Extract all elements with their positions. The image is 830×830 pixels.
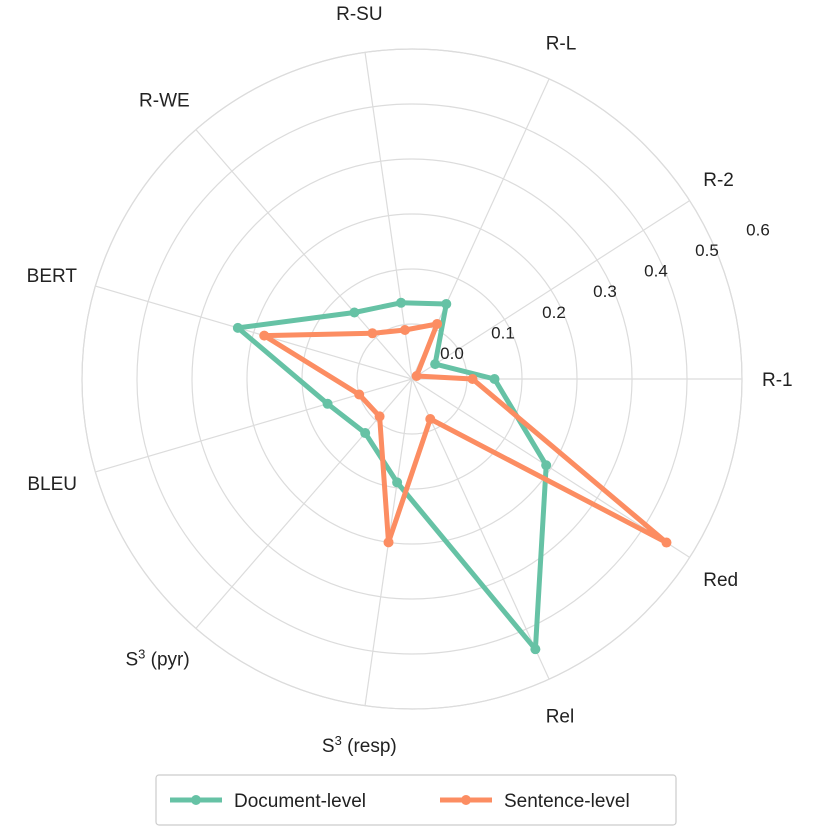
spoke-rel [411, 378, 550, 680]
spoke-r-su [364, 52, 413, 380]
point-sentence-level-s3-resp [383, 537, 394, 548]
grid [81, 48, 743, 710]
axis-label-s3-pyr: S3 (pyr) [125, 646, 189, 671]
point-document-level-r-we [349, 307, 360, 318]
axis-labels: R-1 R-2 R-L R-SU R-WE BERT BLEU S3 (pyr) S3 (res… [27, 4, 793, 757]
point-sentence-level-bert [259, 330, 270, 341]
series [232, 297, 672, 655]
axis-label-rel: Rel [546, 707, 575, 728]
spoke-r-2 [411, 200, 690, 380]
point-sentence-level-r-1 [467, 374, 478, 384]
axis-label-r-l: R-L [546, 33, 577, 54]
legend-marker-document-level [191, 795, 201, 805]
tick-label-0-4: 0.4 [644, 262, 668, 281]
tick-label-0-2: 0.2 [542, 303, 566, 322]
tick-labels: 0.0 0.1 0.2 0.3 0.4 0.5 0.6 [440, 220, 770, 363]
tick-label-0-5: 0.5 [695, 241, 719, 260]
tick-label-0-1: 0.1 [491, 323, 515, 342]
axis-label-red: Red [703, 570, 738, 591]
axis-label-bleu: BLEU [27, 474, 77, 495]
point-document-level-r-su [396, 297, 407, 308]
legend-box [155, 774, 677, 826]
legend-marker-sentence-level [461, 795, 471, 805]
axis-label-r-we: R-WE [139, 90, 190, 111]
axis-label-bert: BERT [27, 266, 78, 287]
point-sentence-level-red [661, 537, 672, 548]
tick-label-0-0: 0.0 [440, 344, 464, 363]
point-sentence-level-r-2 [411, 371, 422, 382]
spoke-bert [95, 285, 413, 380]
series-line-document-level [235, 300, 549, 652]
point-document-level-s3-resp [392, 477, 403, 488]
series-line-sentence-level [261, 321, 669, 545]
point-document-level-red [541, 460, 552, 471]
legend: Document-level Sentence-level [155, 774, 677, 826]
spoke-bleu [95, 378, 413, 473]
point-sentence-level-r-su [399, 325, 410, 336]
tick-label-0-3: 0.3 [593, 282, 617, 301]
axis-label-r-2: R-2 [703, 170, 734, 191]
axis-label-s3-resp: S3 (resp) [322, 733, 397, 758]
legend-label-document-level: Document-level [234, 791, 366, 812]
point-document-level-bleu [322, 398, 333, 409]
spoke-r-we [195, 129, 413, 380]
point-document-level-r-l [441, 298, 452, 309]
point-sentence-level-r-l [432, 318, 443, 329]
point-document-level-r-2 [430, 359, 441, 370]
point-document-level-bert [232, 322, 243, 333]
axis-label-r-1: R-1 [762, 370, 793, 391]
legend-label-sentence-level: Sentence-level [504, 791, 630, 812]
point-document-level-rel [530, 644, 541, 655]
tick-label-0-6: 0.6 [746, 220, 770, 239]
spoke-s3-pyr [195, 378, 413, 629]
point-sentence-level-r-we [367, 328, 378, 339]
point-sentence-level-rel [425, 414, 436, 425]
axis-label-r-su: R-SU [336, 4, 382, 25]
point-document-level-s3-pyr [360, 428, 371, 439]
point-sentence-level-bleu [354, 389, 365, 400]
point-document-level-r-1 [489, 374, 500, 384]
point-sentence-level-s3-pyr [374, 411, 385, 422]
